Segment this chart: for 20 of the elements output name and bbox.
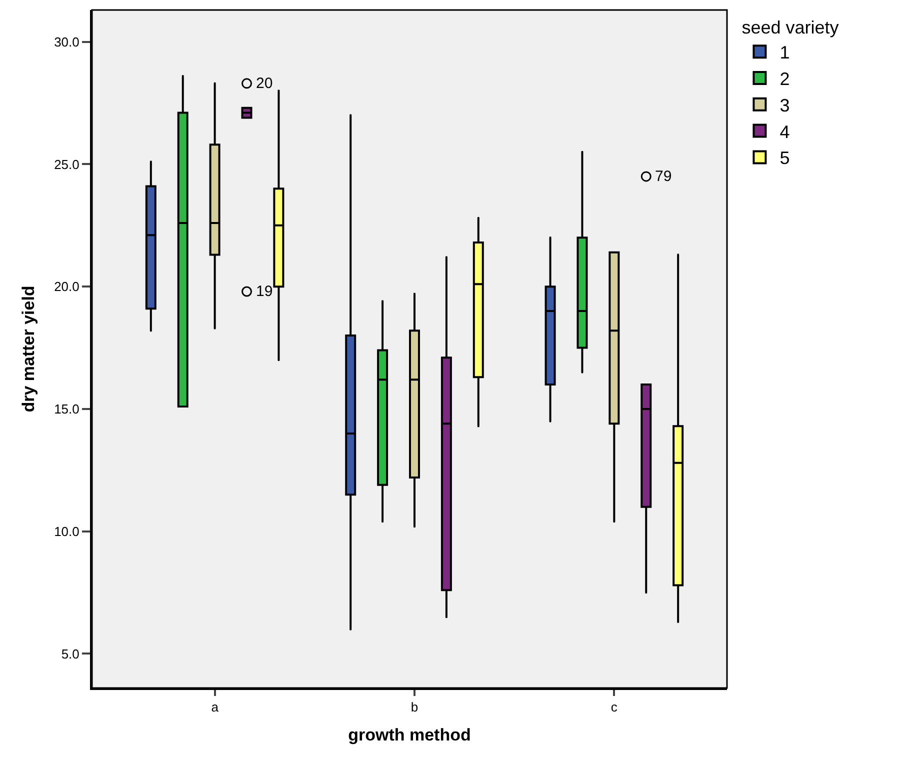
y-tick-label: 25.0	[54, 156, 80, 172]
legend-label: 5	[780, 148, 790, 168]
legend-label: 4	[780, 122, 790, 142]
annotation: 20	[256, 75, 273, 92]
annotation: 19	[256, 283, 273, 300]
x-tick-label: c	[610, 700, 618, 715]
y-tick-label: 30.0	[54, 34, 80, 50]
y-tick-label: 10.0	[54, 524, 80, 539]
x-tick-label: a	[211, 700, 220, 715]
y-tick-label: 15.0	[54, 402, 80, 417]
legend-label: 2	[780, 69, 790, 90]
legend-label: 3	[780, 95, 790, 116]
y-tick-label: 20.0	[54, 279, 80, 294]
y-tick-label: 5.0	[61, 646, 80, 662]
y-axis-title: dry matter yield	[19, 286, 38, 412]
x-axis-title: growth method	[348, 726, 471, 744]
legend-label: 1	[780, 42, 790, 63]
annotation: 79	[655, 168, 672, 185]
x-tick-label: b	[410, 700, 418, 715]
legend-title: seed variety	[742, 17, 839, 38]
